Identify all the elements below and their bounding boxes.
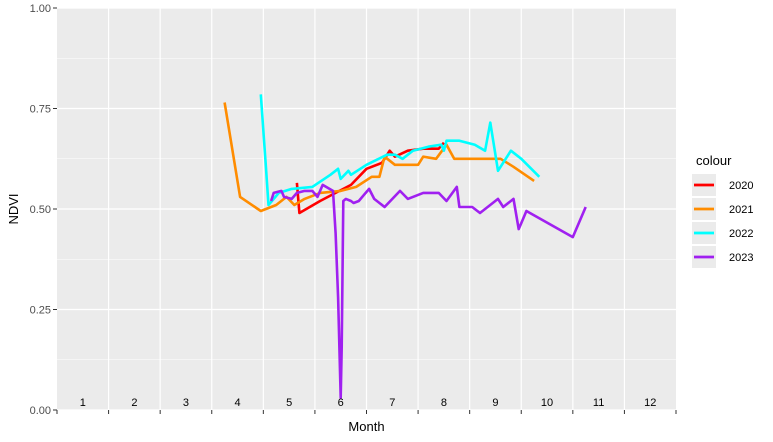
y-axis-ticks: 0.00 0.25 0.50 0.75 1.00 xyxy=(30,3,57,417)
legend-label-2020: 2020 xyxy=(729,180,753,192)
legend-label-2023: 2023 xyxy=(729,252,753,264)
legend-title: colour xyxy=(696,153,732,168)
legend-label-2022: 2022 xyxy=(729,228,753,240)
month-label: 8 xyxy=(441,397,447,409)
x-axis-title: Month xyxy=(348,419,384,434)
y-tick-label: 0.50 xyxy=(30,204,51,216)
y-tick-label: 0.25 xyxy=(30,305,51,317)
month-label: 3 xyxy=(183,397,189,409)
month-label: 5 xyxy=(286,397,292,409)
month-label: 12 xyxy=(644,397,656,409)
month-label: 2 xyxy=(131,397,137,409)
month-label: 7 xyxy=(389,397,395,409)
series-line-2022 xyxy=(259,94,541,207)
month-label: 10 xyxy=(541,397,553,409)
legend: colour 2020 2021 2022 2023 xyxy=(692,153,753,268)
x-axis-ticks: 1 2 3 4 5 6 7 8 9 10 11 12 xyxy=(56,397,677,414)
y-tick-label: 0.75 xyxy=(30,104,51,116)
month-label: 4 xyxy=(234,397,240,409)
month-label: 1 xyxy=(80,397,86,409)
y-axis-title: NDVI xyxy=(6,193,21,224)
month-label: 11 xyxy=(593,397,604,409)
grid-lines xyxy=(57,7,676,411)
month-label: 9 xyxy=(492,397,498,409)
series-lines xyxy=(223,94,587,400)
month-label: 6 xyxy=(338,397,344,409)
y-tick-label: 1.00 xyxy=(30,3,51,15)
legend-label-2021: 2021 xyxy=(729,204,753,216)
series-line-2023 xyxy=(269,183,587,400)
y-tick-label: 0.00 xyxy=(30,405,51,417)
